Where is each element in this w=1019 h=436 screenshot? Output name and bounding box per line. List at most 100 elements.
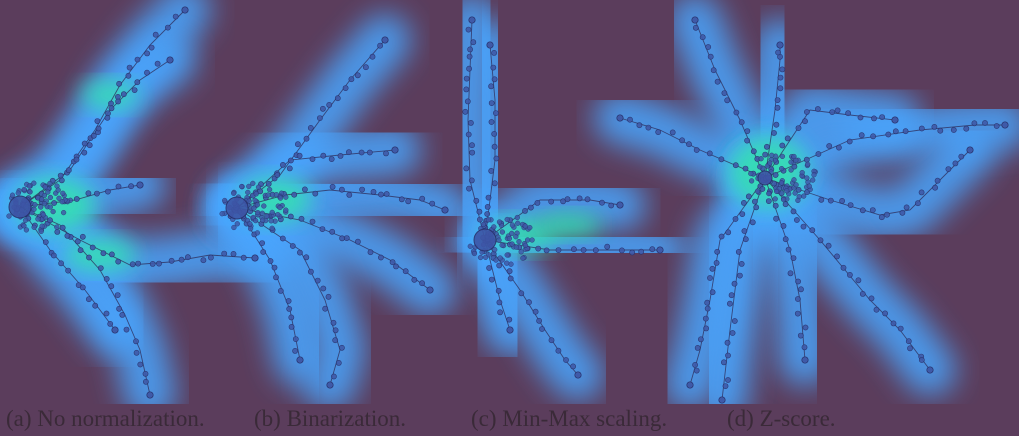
graph-node-panel-d (907, 345, 913, 352)
graph-node-panel-b (367, 249, 374, 256)
graph-node-panel-a (39, 223, 45, 229)
graph-node-panel-c (466, 53, 473, 60)
graph-node-panel-d (714, 78, 721, 85)
graph-node-panel-d (918, 189, 925, 196)
graph-node-panel-c (504, 260, 510, 266)
graph-edge-panel-d (721, 177, 766, 401)
graph-leaf-node-panel-b (441, 206, 449, 214)
graph-node-panel-d (779, 66, 786, 73)
graph-node-panel-d (686, 141, 692, 148)
graph-node-panel-b (261, 203, 267, 209)
graph-node-panel-a (103, 310, 110, 317)
graph-node-panel-d (825, 242, 832, 249)
graph-node-panel-c (488, 276, 495, 283)
graph-node-panel-d (788, 167, 794, 173)
graph-node-panel-d (815, 151, 822, 157)
graph-node-panel-d (636, 122, 643, 129)
graph-node-panel-d (718, 156, 725, 163)
graph-node-panel-b (247, 221, 253, 227)
graph-node-panel-a (23, 227, 30, 233)
graph-node-panel-d (692, 361, 698, 368)
graph-node-panel-b (259, 210, 265, 216)
graph-node-panel-d (705, 44, 712, 50)
graph-node-panel-d (829, 109, 836, 115)
graph-node-panel-c (504, 252, 510, 258)
graph-node-panel-c (548, 337, 555, 344)
graph-node-panel-b (292, 336, 299, 342)
graph-node-panel-c (535, 245, 542, 252)
graph-node-panel-a (126, 64, 133, 71)
graph-node-panel-c (496, 237, 502, 243)
graph-node-panel-a (58, 177, 65, 184)
graph-node-panel-c (571, 246, 577, 253)
graph-node-panel-c (486, 265, 492, 271)
graph-node-panel-b (320, 152, 327, 159)
graph-node-panel-c (463, 75, 470, 82)
graph-node-panel-a (21, 223, 27, 229)
graph-node-panel-b (246, 183, 252, 190)
graph-node-panel-b (255, 184, 262, 190)
graph-node-panel-d (897, 325, 904, 332)
graph-node-panel-d (870, 133, 876, 140)
graph-leaf-node-panel-c (468, 16, 476, 24)
graph-node-panel-a (50, 208, 56, 215)
graph-node-panel-c (477, 254, 484, 261)
graph-node-panel-d (645, 124, 652, 131)
graph-node-panel-d (745, 193, 752, 200)
graph-node-panel-b (405, 198, 412, 205)
graph-node-panel-b (296, 152, 303, 159)
graph-node-panel-c (467, 120, 474, 126)
graph-node-panel-b (252, 217, 259, 224)
graph-node-panel-d (855, 277, 862, 284)
graph-node-panel-d (702, 315, 709, 322)
graph-node-panel-b (329, 183, 336, 190)
graph-node-panel-b (319, 105, 326, 112)
graph-node-panel-d (847, 271, 853, 278)
graph-node-panel-a (168, 257, 175, 264)
graph-node-panel-a (42, 239, 49, 245)
graph-node-panel-d (698, 336, 704, 343)
graph-leaf-node-panel-a (111, 326, 119, 334)
graph-node-panel-d (772, 196, 778, 202)
graph-node-panel-d (753, 204, 760, 211)
graph-node-panel-a (133, 349, 140, 356)
graph-node-panel-b (274, 172, 281, 178)
graph-node-panel-d (724, 97, 731, 104)
graph-node-panel-d (795, 197, 801, 204)
graph-node-panel-b (303, 135, 310, 142)
graph-node-panel-d (713, 259, 720, 266)
graph-node-panel-b (419, 195, 426, 202)
graph-node-panel-a (31, 206, 37, 212)
graph-node-panel-c (580, 247, 587, 253)
graph-node-panel-d (795, 296, 801, 302)
graph-node-panel-a (144, 69, 150, 76)
graph-node-panel-a (54, 224, 60, 230)
graph-node-panel-b (273, 192, 280, 198)
graph-node-panel-b (330, 373, 337, 380)
graph-node-panel-c (520, 255, 526, 261)
graph-node-panel-b (260, 249, 267, 255)
graph-node-panel-d (809, 227, 816, 234)
graph-node-panel-d (795, 278, 801, 285)
graph-node-panel-b (393, 263, 399, 270)
graph-node-panel-c (466, 185, 472, 192)
graph-node-panel-d (725, 229, 732, 236)
graph-node-panel-c (465, 131, 472, 138)
graph-node-panel-d (797, 332, 804, 339)
node-layer (6, 6, 1009, 404)
graph-node-panel-d (750, 148, 757, 155)
graph-node-panel-b (345, 149, 352, 156)
graph-node-panel-d (741, 199, 747, 206)
graph-node-panel-c (522, 207, 528, 214)
graph-node-panel-a (79, 233, 86, 240)
graph-node-panel-b (254, 230, 261, 236)
graph-node-panel-d (817, 237, 824, 244)
graph-node-panel-c (471, 250, 478, 257)
graph-node-panel-a (86, 254, 92, 261)
graph-node-panel-a (65, 267, 71, 274)
graph-node-panel-a (172, 13, 179, 20)
graph-leaf-node-panel-c (486, 41, 494, 49)
graph-node-panel-a (38, 228, 44, 235)
graph-node-panel-b (316, 115, 323, 121)
graph-node-panel-c (463, 86, 470, 93)
